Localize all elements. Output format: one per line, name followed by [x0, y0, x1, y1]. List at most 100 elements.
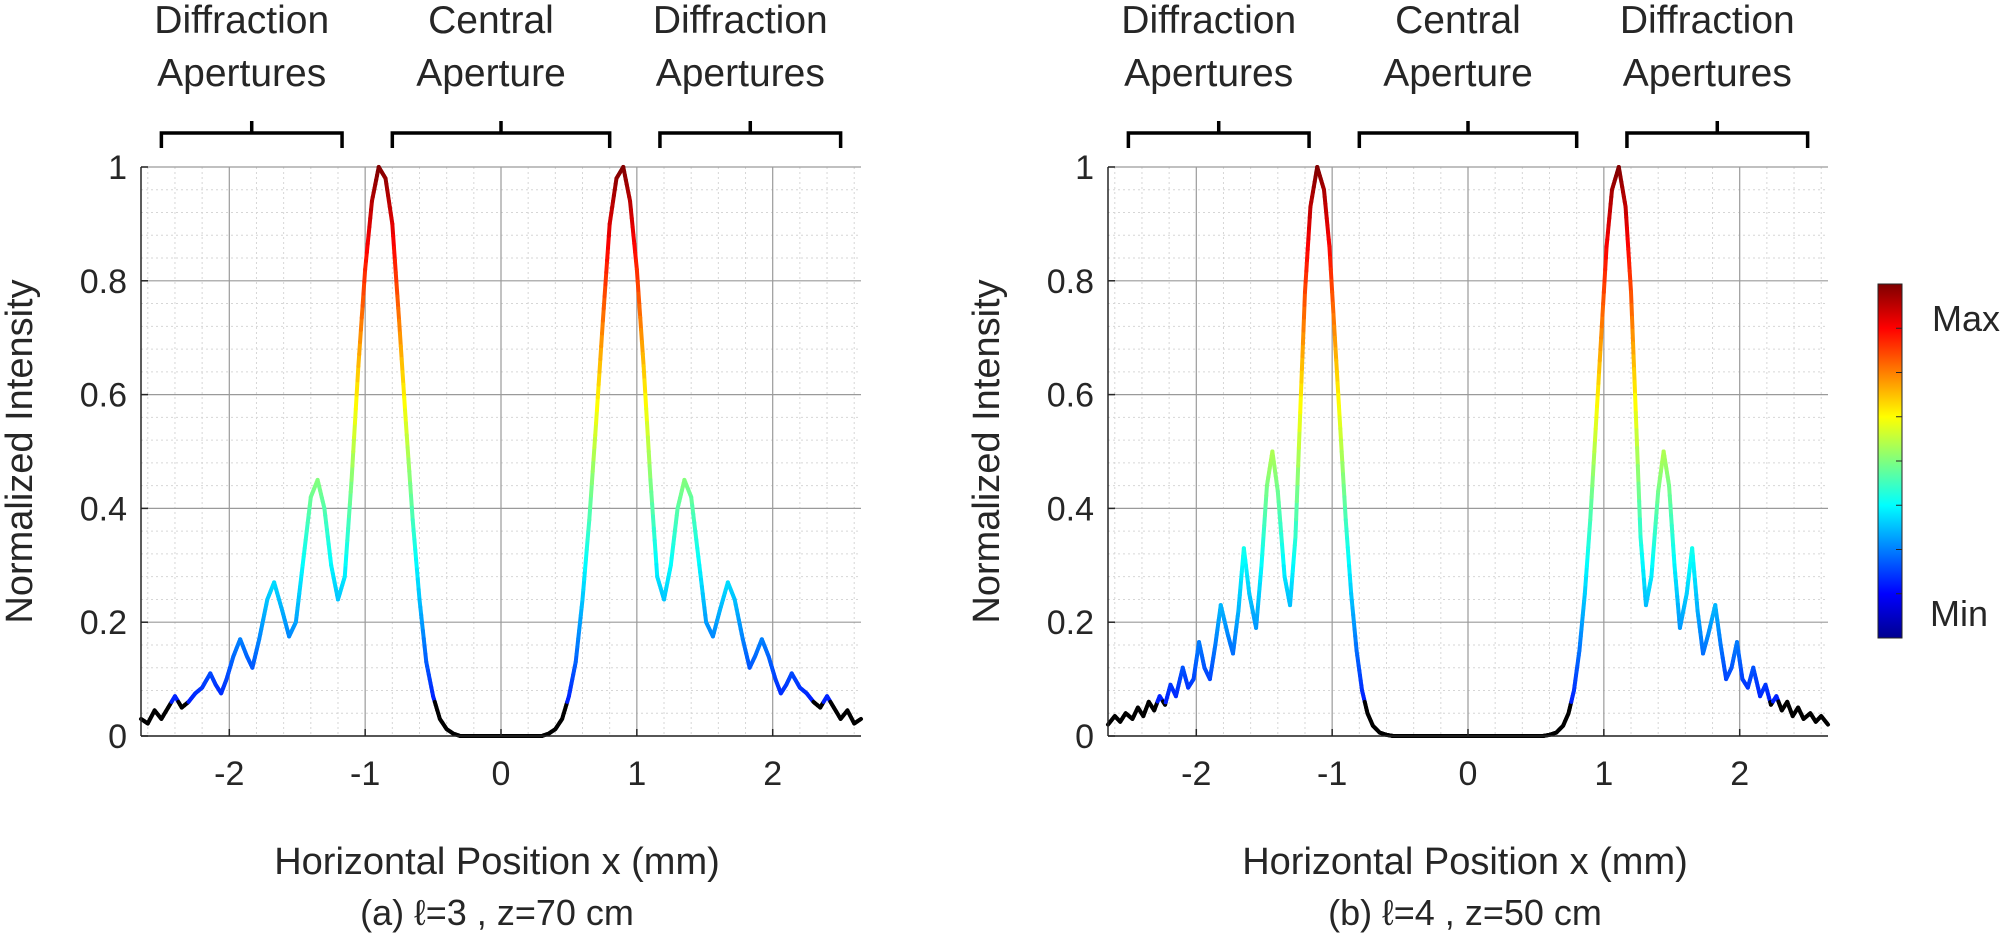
- line-segment: [589, 469, 595, 486]
- line-segment: [343, 550, 349, 567]
- line-segment: [646, 449, 652, 468]
- y-tick-label: 1: [108, 149, 127, 187]
- line-segment: [635, 279, 641, 296]
- y-tick-label: 0.2: [1047, 604, 1094, 642]
- colorbar-max-label: Max: [1932, 298, 2000, 339]
- line-segment: [404, 433, 410, 450]
- line-segment: [587, 505, 593, 522]
- line-segment: [858, 716, 863, 722]
- line-segment: [641, 364, 647, 383]
- line-segment: [642, 378, 648, 397]
- line-segment: [362, 267, 368, 284]
- line-segment: [645, 435, 651, 454]
- line-segment: [359, 303, 365, 320]
- line-segment: [397, 331, 403, 349]
- line-segment: [352, 421, 357, 440]
- region-bracket: [159, 121, 344, 148]
- line-segment: [1635, 463, 1641, 486]
- line-segment: [1296, 428, 1302, 450]
- line-segment: [1631, 341, 1636, 359]
- line-segment: [1300, 341, 1305, 359]
- line-segment: [396, 306, 402, 323]
- line-segment: [588, 493, 593, 510]
- line-segment: [1635, 445, 1640, 468]
- line-segment: [1298, 392, 1303, 415]
- line-segment: [399, 357, 405, 374]
- y-tick-label: 0.8: [1047, 263, 1094, 301]
- region-bracket: [1625, 121, 1810, 148]
- line-segment: [358, 327, 363, 344]
- line-segment: [351, 435, 357, 454]
- line-segment: [356, 352, 362, 369]
- line-segment: [647, 463, 653, 482]
- line-segment: [650, 514, 656, 531]
- region-label-line1: Diffraction: [154, 0, 329, 42]
- line-segment: [598, 344, 604, 362]
- line-segment: [353, 392, 359, 411]
- line-segment: [352, 406, 358, 426]
- line-segment: [591, 445, 597, 462]
- line-segment: [601, 294, 607, 311]
- line-segment: [401, 382, 407, 400]
- y-tick-label: 0.8: [80, 263, 127, 301]
- line-segment: [596, 369, 602, 387]
- region-label-line2: Apertures: [157, 52, 326, 95]
- line-segment: [604, 258, 610, 275]
- region-label-line1: Diffraction: [1620, 0, 1795, 42]
- line-segment: [593, 421, 599, 438]
- line-segment: [638, 315, 644, 332]
- region-label-line1: Central: [1395, 0, 1521, 42]
- line-segment: [602, 282, 608, 299]
- line-segment: [1629, 290, 1634, 307]
- x-tick-label: -2: [214, 755, 244, 793]
- line-segment: [405, 445, 411, 462]
- line-segment: [1825, 721, 1830, 727]
- line-segment: [347, 502, 352, 519]
- line-segment: [589, 481, 594, 498]
- region-label-line1: Diffraction: [1121, 0, 1296, 42]
- line-segment: [590, 457, 596, 474]
- region-label-line1: Central: [428, 0, 554, 42]
- line-segment: [347, 490, 353, 507]
- panel-caption: (a) ℓ=3 , z=70 cm: [360, 892, 634, 933]
- line-segment: [640, 352, 646, 369]
- x-tick-label: 2: [763, 755, 782, 793]
- x-tick-label: -2: [1181, 755, 1211, 793]
- line-segment: [634, 267, 640, 284]
- y-tick-label: 0: [1075, 718, 1094, 756]
- line-segment: [648, 477, 654, 495]
- region-bracket: [658, 121, 843, 148]
- line-segment: [344, 538, 350, 555]
- line-segment: [357, 339, 363, 357]
- line-segment: [406, 457, 412, 474]
- line-segment: [644, 406, 650, 426]
- line-segment: [649, 490, 655, 507]
- line-segment: [391, 233, 397, 251]
- x-tick-label: 0: [1459, 755, 1478, 793]
- line-segment: [408, 481, 413, 498]
- line-segment: [1301, 302, 1307, 320]
- line-segment: [393, 270, 399, 287]
- line-segment: [355, 364, 361, 383]
- line-segment: [395, 294, 401, 311]
- line-segment: [1636, 481, 1642, 504]
- region-label-line2: Apertures: [1623, 52, 1792, 95]
- panel-b: -2 -1 0 1 2 0 0.2 0.4 0.6 0.8 1 Horizontal Position…: [966, 0, 1830, 933]
- line-segment: [342, 562, 348, 579]
- line-segment: [390, 221, 396, 238]
- panel-caption: (b) ℓ=4 , z=50 cm: [1328, 892, 1602, 933]
- x-axis-label: Horizontal Position x (mm): [1242, 841, 1688, 883]
- line-segment: [1299, 354, 1305, 371]
- colorbar: Max Min: [1877, 283, 2000, 639]
- line-segment: [354, 378, 360, 397]
- line-segment: [1630, 315, 1635, 333]
- y-axis-label: Normalized Intensity: [0, 279, 41, 623]
- x-tick-label: 1: [1594, 755, 1613, 793]
- line-segment: [361, 279, 367, 296]
- line-segment: [1637, 517, 1643, 539]
- line-segment: [409, 505, 415, 522]
- line-segment: [606, 221, 612, 238]
- line-segment: [1294, 499, 1299, 522]
- region-label-line2: Apertures: [656, 52, 825, 95]
